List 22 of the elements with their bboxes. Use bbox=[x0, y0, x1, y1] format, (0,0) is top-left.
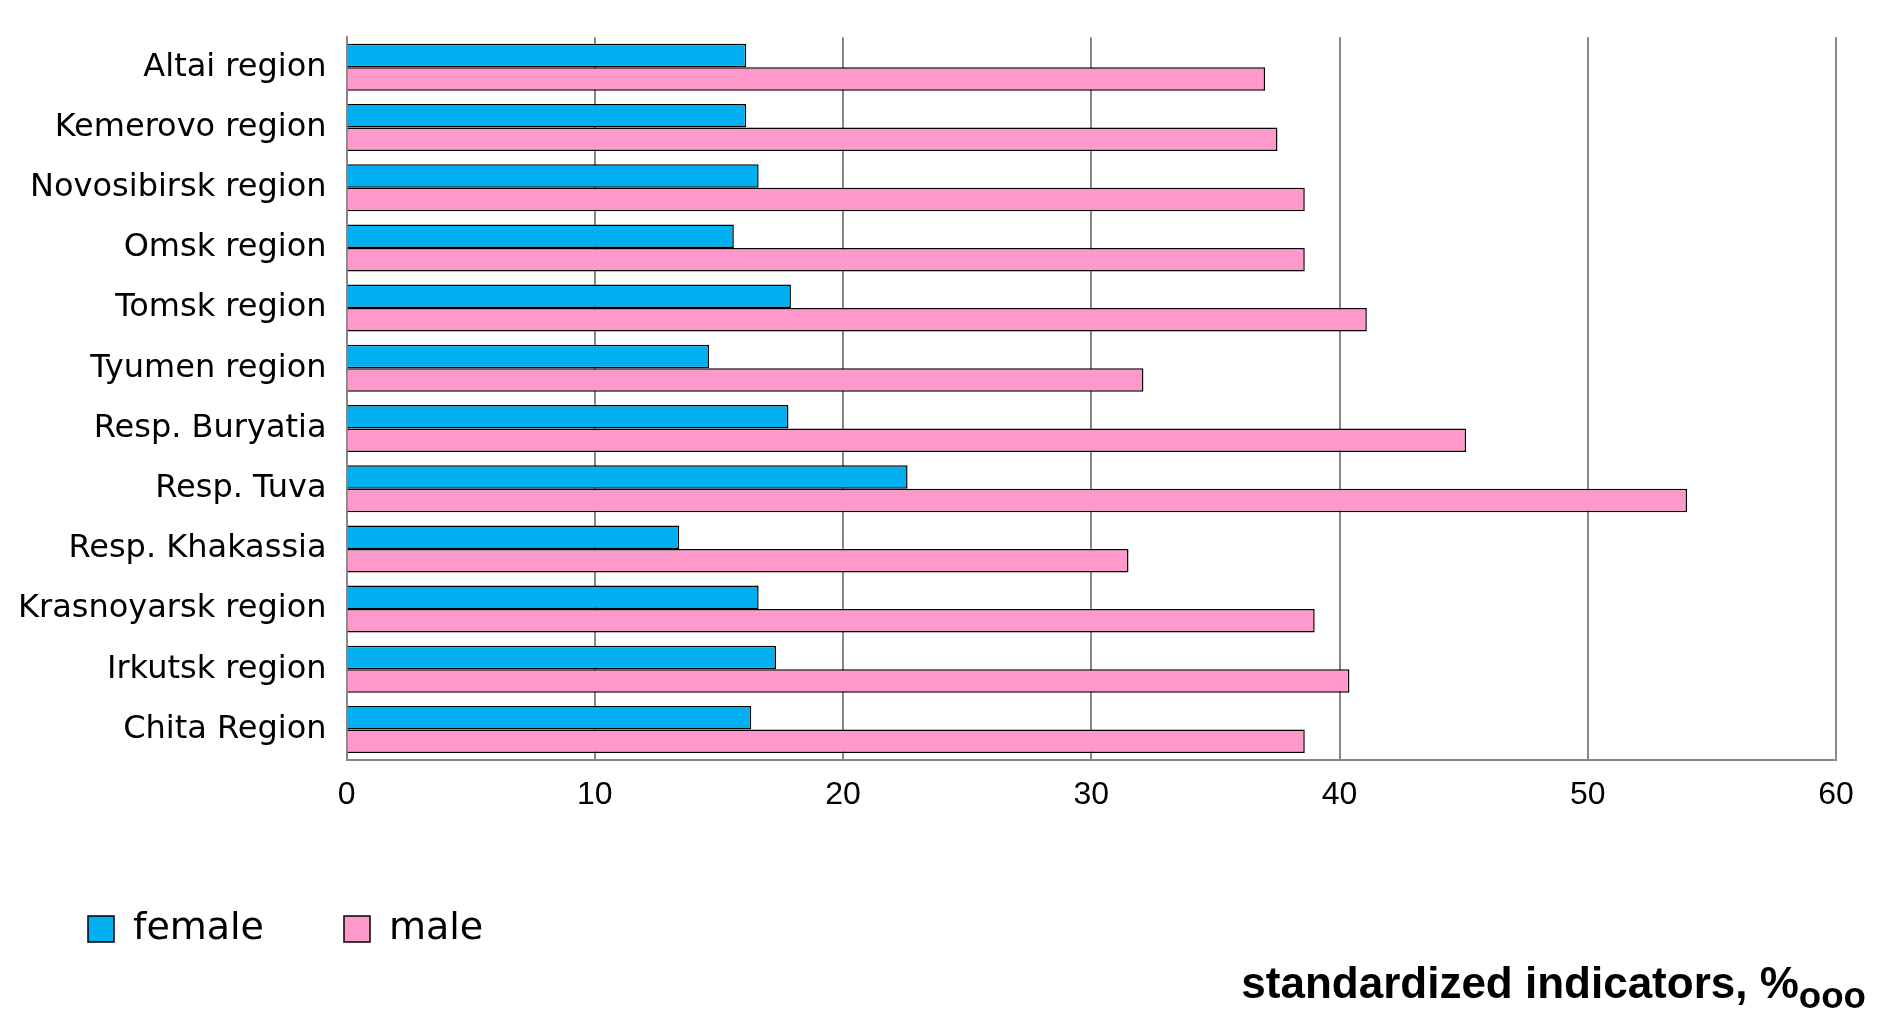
y-tick-label: Kemerovo region bbox=[54, 105, 327, 144]
y-tick-label: Novosibirsk region bbox=[30, 166, 327, 205]
x-tick-label: 40 bbox=[1321, 774, 1358, 811]
x-tick-label: 50 bbox=[1569, 774, 1606, 811]
y-tick-label: Tomsk region bbox=[114, 286, 327, 325]
y-tick-label: Altai region bbox=[143, 45, 327, 84]
y-tick-label: Tyumen region bbox=[89, 346, 327, 385]
x-tick-label: 60 bbox=[1818, 774, 1854, 811]
legend-label: female bbox=[133, 903, 264, 948]
x-tick-label: 10 bbox=[577, 774, 613, 811]
x-tick-label: 0 bbox=[337, 774, 356, 811]
y-tick-label: Irkutsk region bbox=[107, 647, 327, 686]
x-tick-label: 30 bbox=[1073, 774, 1110, 811]
x-axis-title: standardized indicators, %$_{ooo}$ bbox=[1240, 958, 1867, 1017]
legend-label: male bbox=[389, 903, 484, 948]
y-tick-label: Chita Region bbox=[123, 707, 327, 746]
y-tick-label: Resp. Khakassia bbox=[68, 527, 327, 566]
y-tick-label: Omsk region bbox=[123, 226, 327, 265]
x-tick-label: 20 bbox=[825, 774, 861, 811]
y-tick-label: Resp. Tuva bbox=[155, 467, 327, 506]
y-tick-label: Krasnoyarsk region bbox=[18, 587, 327, 626]
y-tick-label: Resp. Buryatia bbox=[93, 406, 327, 445]
